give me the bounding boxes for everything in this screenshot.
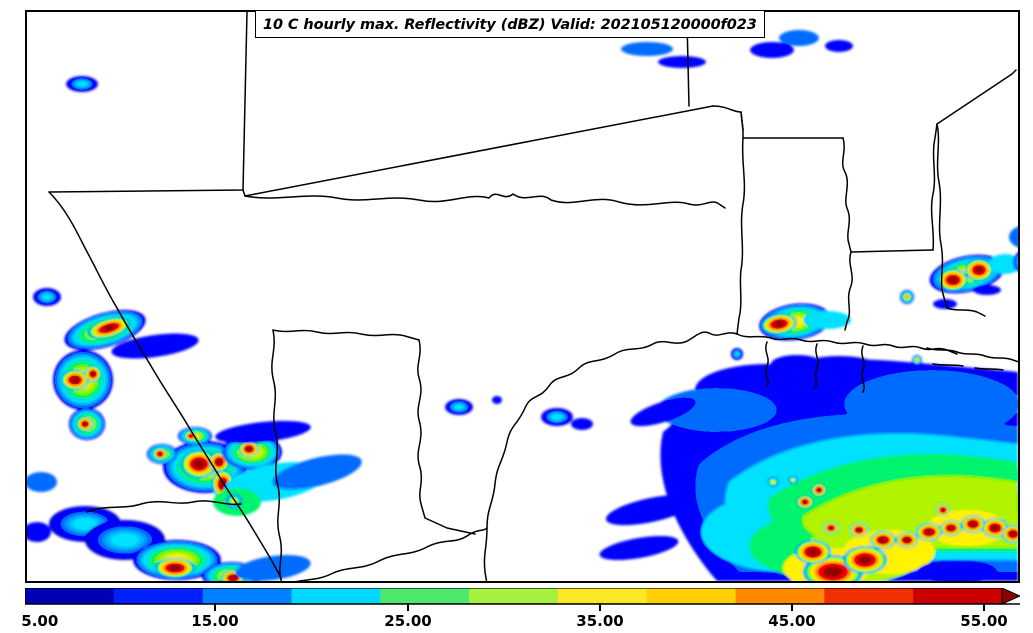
- echo-gulf-mcs: [599, 355, 1018, 581]
- colorbar-segment: [202, 588, 293, 604]
- border-louisiana-west: [736, 137, 746, 335]
- border-arkansas-east: [841, 137, 852, 253]
- colorbar-outline: [25, 588, 1003, 604]
- border-mississippi-alabama: [930, 123, 938, 251]
- colorbar-tick-labels: 5.00 15.00 25.00 35.00 45.00 55.00: [21, 612, 1020, 632]
- page-title: 10 C hourly max. Reflectivity (dBZ) Vali…: [263, 17, 757, 33]
- echo-north-texas: [621, 30, 853, 68]
- echo-nm-cell: [66, 76, 98, 92]
- border-mexico-inner: [272, 329, 420, 341]
- colorbar: 5.00 15.00 25.00 35.00 45.00 55.00: [21, 588, 1020, 633]
- border-alabama-georgia: [936, 69, 1017, 125]
- border-louisiana-north: [850, 249, 934, 253]
- colorbar-segment: [469, 588, 559, 604]
- echo-west-texas-cells: [27, 288, 362, 581]
- mexico-state-line: [417, 339, 476, 535]
- colorbar-axis: [25, 603, 1020, 611]
- colorbar-segment: [913, 588, 1003, 604]
- border-florida-west: [946, 307, 986, 317]
- bayou-detail-2: [814, 343, 819, 389]
- colorbar-tick-label: 45.00: [768, 612, 816, 630]
- colorbar-extend-arrow: [1001, 588, 1020, 604]
- coastline-texas: [483, 331, 738, 581]
- title-box: 10 C hourly max. Reflectivity (dBZ) Vali…: [255, 10, 765, 38]
- colorbar-gradient: [25, 588, 1020, 604]
- border-mexico-west: [48, 191, 282, 579]
- colorbar-ticks: [214, 603, 985, 611]
- colorbar-segments: [25, 588, 1020, 604]
- barrier-islands: [932, 363, 1004, 371]
- rio-grande-lower: [295, 527, 488, 581]
- map-panel: [25, 10, 1020, 583]
- bayou-detail-1: [765, 341, 769, 387]
- rio-grande: [271, 329, 283, 581]
- colorbar-segment: [291, 588, 381, 604]
- colorbar-segment: [557, 588, 648, 604]
- reflectivity-layer: [27, 30, 1018, 581]
- mexico-interior-line: [86, 500, 242, 513]
- border-alabama-east: [936, 123, 948, 309]
- border-texas-east: [740, 111, 744, 139]
- bayou-detail-3: [861, 345, 865, 393]
- echo-upper-coast-cell: [445, 303, 851, 430]
- river-red: [244, 193, 726, 209]
- border-mississippi-west-river: [844, 251, 853, 331]
- echo-ms-la-cells: [900, 226, 1018, 365]
- colorbar-segment: [735, 588, 825, 604]
- radar-map: [27, 12, 1018, 581]
- colorbar-segment: [646, 588, 737, 604]
- coastline-mississippi-sound: [926, 347, 1018, 363]
- colorbar-tick-label: 55.00: [960, 612, 1008, 630]
- colorbar-segment: [113, 588, 204, 604]
- colorbar-segment: [25, 588, 115, 604]
- colorbar-tick-label: 5.00: [21, 612, 59, 630]
- colorbar-tick-label: 35.00: [576, 612, 624, 630]
- colorbar-tick-label: 25.00: [384, 612, 432, 630]
- colorbar-segment: [380, 588, 470, 604]
- colorbar-segment: [824, 588, 914, 604]
- coastline-louisiana: [736, 333, 958, 355]
- colorbar-tick-label: 15.00: [191, 612, 239, 630]
- geography-layer: [48, 12, 1018, 581]
